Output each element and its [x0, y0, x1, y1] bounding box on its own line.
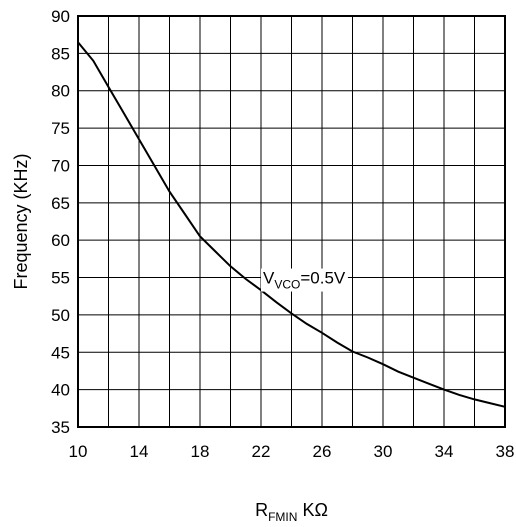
- x-tick-labels: 10 14 18 22 26 30 34 38: [69, 442, 515, 461]
- y-tick-labels: 35 40 45 50 55 60 65 70 75 80 85 90: [51, 7, 70, 437]
- x-tick-label: 14: [130, 442, 149, 461]
- y-tick-label: 50: [51, 306, 70, 325]
- x-tick-label: 34: [435, 442, 454, 461]
- plot-border: [77, 15, 506, 428]
- x-tick-label: 30: [374, 442, 393, 461]
- x-tick-label: 26: [313, 442, 332, 461]
- x-tick-label: 10: [69, 442, 88, 461]
- series-line: [77, 41, 506, 408]
- x-axis-title-subscript: FMIN: [268, 510, 297, 524]
- x-axis-title-unit-text: KΩ: [302, 500, 327, 520]
- x-tick-label: 38: [496, 442, 515, 461]
- annotation-label: VVCO=0.5V: [263, 269, 346, 292]
- x-tick-label: 18: [191, 442, 210, 461]
- y-tick-label: 80: [51, 82, 70, 101]
- x-tick-label: 22: [252, 442, 271, 461]
- x-axis-title-main: R: [255, 500, 268, 520]
- y-tick-label: 85: [51, 44, 70, 63]
- annotation-subscript: VCO: [274, 278, 300, 292]
- y-tick-label: 40: [51, 381, 70, 400]
- annotation-rest: =0.5V: [300, 269, 346, 288]
- y-tick-label: 65: [51, 194, 70, 213]
- y-tick-label: 35: [51, 418, 70, 437]
- y-tick-label: 90: [51, 7, 70, 26]
- y-tick-label: 55: [51, 269, 70, 288]
- annotation-background: [261, 268, 348, 292]
- y-tick-label: 75: [51, 119, 70, 138]
- y-tick-label: 45: [51, 343, 70, 362]
- x-axis-title: RFMIN KΩ: [255, 500, 328, 524]
- y-tick-label: 70: [51, 156, 70, 175]
- annotation-main: V: [263, 269, 275, 288]
- y-axis-title: Frequency (KHz): [11, 153, 31, 289]
- grid-lines: [78, 16, 505, 427]
- y-tick-label: 60: [51, 231, 70, 250]
